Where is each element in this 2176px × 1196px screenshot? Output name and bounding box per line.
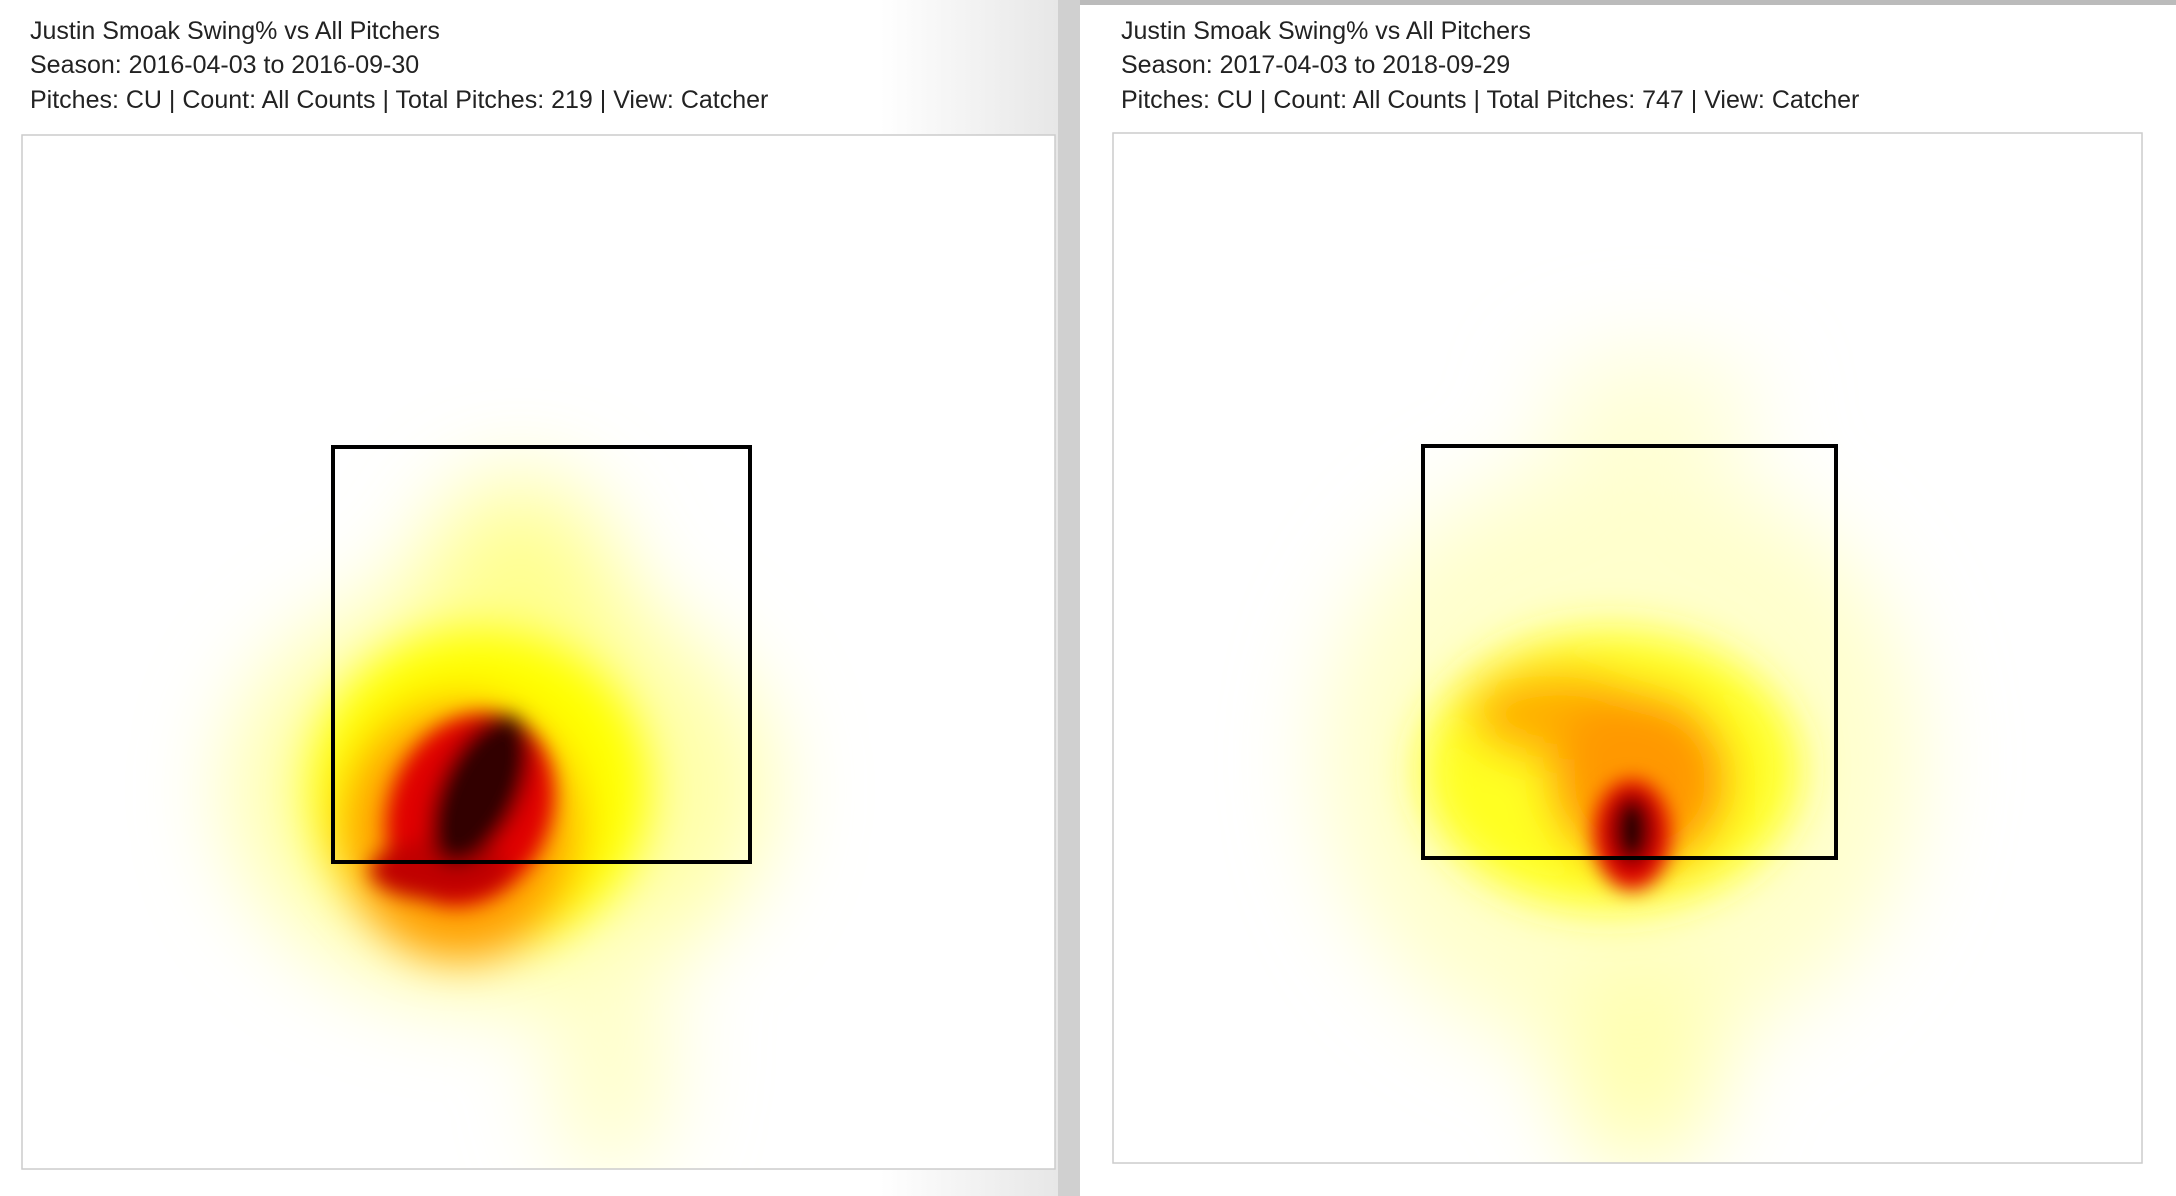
panel-season: Season: 2017-04-03 to 2018-09-29 [1121,51,1511,79]
divider [1058,0,1080,1196]
heat-core [430,715,530,865]
strike-zone [331,445,752,864]
heat-tail [550,920,670,1169]
panel-title: Justin Smoak Swing% vs All Pitchers [1121,17,1531,45]
panel-details: Pitches: CU | Count: All Counts | Total … [1121,86,1860,114]
panel-details: Pitches: CU | Count: All Counts | Total … [30,86,769,114]
heat-core [1612,795,1652,865]
left-heatmap [22,135,1055,1169]
strike-zone [1421,444,1838,860]
right-heatmap [1320,350,1920,1163]
plot-frame [1112,132,2143,1164]
heat-tail [1560,950,1720,1163]
panel-season: Season: 2016-04-03 to 2016-09-30 [30,51,420,79]
top-edge [1080,0,2176,5]
heat-top [1540,350,1760,470]
panel-title: Justin Smoak Swing% vs All Pitchers [30,17,440,45]
plot-frame [21,134,1056,1170]
